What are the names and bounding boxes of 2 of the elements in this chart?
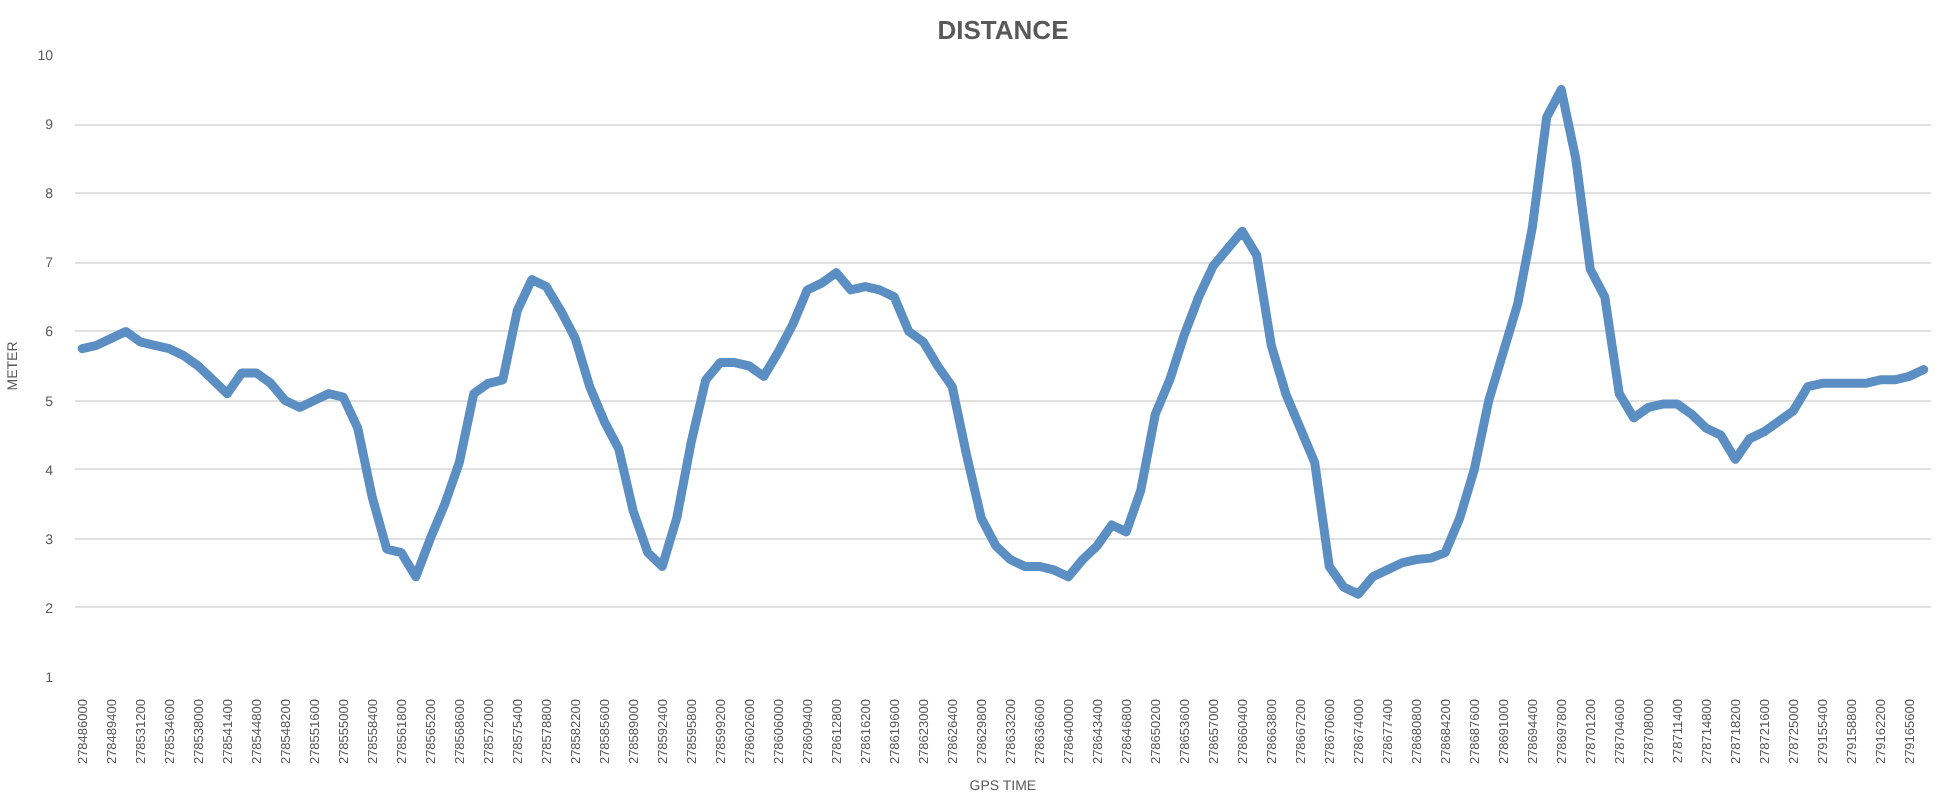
line-series (77, 85, 1929, 599)
chart-title: DISTANCE (937, 15, 1070, 45)
